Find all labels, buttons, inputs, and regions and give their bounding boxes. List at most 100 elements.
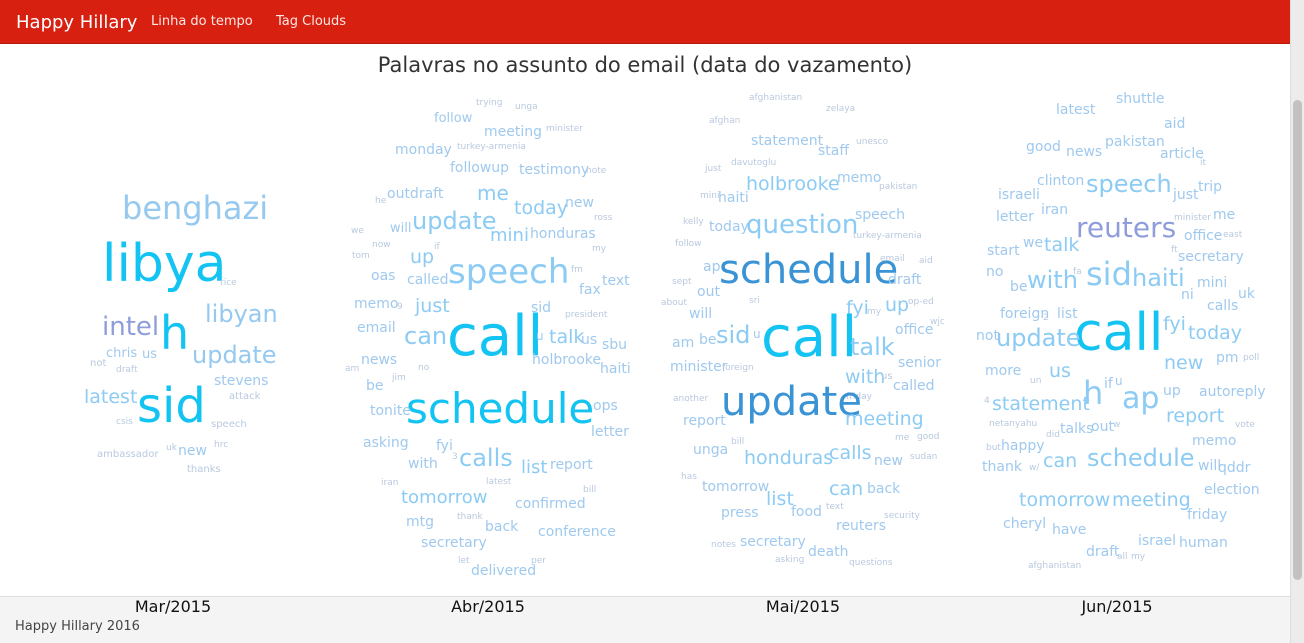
cloud-word[interactable]: conference [538, 524, 616, 540]
cloud-word[interactable]: haiti [600, 361, 631, 377]
cloud-word[interactable]: u [1115, 374, 1123, 388]
cloud-word[interactable]: speech [855, 207, 905, 223]
cloud-word[interactable]: oas [371, 268, 396, 284]
cloud-word[interactable]: iran [1041, 202, 1069, 218]
cloud-word[interactable]: shuttle [1116, 91, 1165, 107]
cloud-word[interactable]: op-ed [908, 297, 934, 307]
cloud-word[interactable]: h [160, 306, 190, 360]
cloud-word[interactable]: update [721, 379, 862, 425]
cloud-word[interactable]: meeting [845, 408, 924, 430]
cloud-word[interactable]: me [895, 433, 910, 443]
cloud-word[interactable]: be [699, 332, 717, 348]
cloud-word[interactable]: my [1131, 552, 1146, 562]
cloud-word[interactable]: not [976, 328, 999, 344]
cloud-word[interactable]: libya [102, 234, 227, 294]
cloud-word[interactable]: no [418, 363, 430, 373]
cloud-word[interactable]: questions [849, 558, 893, 568]
cloud-word[interactable]: be [366, 378, 384, 394]
cloud-word[interactable]: calls [1207, 298, 1239, 314]
cloud-word[interactable]: ops [593, 398, 618, 414]
cloud-word[interactable]: tonite [370, 403, 411, 419]
cloud-word[interactable]: just [705, 164, 722, 174]
cloud-word[interactable]: will [390, 221, 412, 236]
cloud-word[interactable]: will [689, 306, 713, 322]
cloud-word[interactable]: me [477, 181, 509, 205]
vertical-scrollbar[interactable] [1290, 0, 1304, 643]
cloud-word[interactable]: mini [1197, 275, 1228, 291]
cloud-word[interactable]: sbu [602, 337, 628, 353]
cloud-word[interactable]: confirmed [515, 496, 586, 512]
cloud-word[interactable]: he [375, 196, 387, 206]
cloud-word[interactable]: aid [919, 256, 933, 266]
cloud-word[interactable]: honduras [744, 447, 834, 469]
cloud-word[interactable]: report [550, 457, 593, 473]
cloud-word[interactable]: calls [829, 442, 872, 464]
cloud-word[interactable]: today [1188, 322, 1243, 344]
cloud-word[interactable]: kelly [683, 217, 704, 227]
cloud-word[interactable]: latest [1056, 102, 1096, 118]
cloud-word[interactable]: calls [459, 444, 513, 472]
cloud-word[interactable]: call [1074, 303, 1164, 363]
cloud-word[interactable]: follow [434, 111, 473, 126]
cloud-word[interactable]: office [1184, 228, 1223, 244]
cloud-word[interactable]: email [357, 320, 396, 336]
cloud-word[interactable]: did [1046, 430, 1060, 440]
cloud-word[interactable]: back [867, 481, 901, 497]
cloud-word[interactable]: tomorrow [1019, 489, 1111, 511]
cloud-word[interactable]: update [192, 341, 277, 369]
cloud-word[interactable]: monday [395, 142, 452, 158]
cloud-word[interactable]: outdraft [387, 186, 444, 202]
cloud-word[interactable]: us [1049, 360, 1071, 382]
cloud-word[interactable]: letter [996, 209, 1034, 225]
cloud-word[interactable]: talks [1060, 421, 1094, 437]
cloud-word[interactable]: 4 [984, 396, 990, 406]
cloud-word[interactable]: w [1113, 420, 1121, 430]
cloud-word[interactable]: new [1164, 352, 1204, 374]
cloud-word[interactable]: with [1027, 266, 1078, 294]
cloud-word[interactable]: with [845, 366, 886, 388]
cloud-word[interactable]: can [1043, 450, 1078, 472]
cloud-word[interactable]: back [485, 519, 519, 535]
cloud-word[interactable]: draft [116, 365, 138, 375]
cloud-word[interactable]: us [581, 332, 598, 348]
cloud-word[interactable]: memo [837, 170, 882, 186]
cloud-word[interactable]: honduras [530, 226, 596, 242]
cloud-word[interactable]: question [746, 210, 859, 240]
cloud-word[interactable]: more [985, 363, 1022, 379]
cloud-word[interactable]: president [565, 310, 608, 320]
cloud-word[interactable]: can [404, 322, 448, 350]
cloud-word[interactable]: friday [846, 392, 872, 402]
cloud-word[interactable]: email [880, 254, 905, 264]
cloud-word[interactable]: fyi [436, 438, 453, 454]
cloud-word[interactable]: tomorrow [702, 479, 770, 495]
cloud-word[interactable]: ni [1181, 287, 1194, 303]
cloud-word[interactable]: thank [982, 459, 1022, 475]
cloud-word[interactable]: wjc [930, 317, 945, 327]
cloud-word[interactable]: up [885, 294, 910, 316]
cloud-word[interactable]: office [895, 322, 934, 338]
cloud-word[interactable]: out [1091, 419, 1114, 435]
cloud-word[interactable]: just [1173, 187, 1199, 203]
cloud-word[interactable]: east [1223, 230, 1243, 240]
cloud-word[interactable]: call [761, 305, 858, 370]
cloud-word[interactable]: fa [1073, 267, 1082, 277]
cloud-word[interactable]: fax [579, 282, 601, 298]
cloud-word[interactable]: libyan [205, 300, 278, 328]
cloud-word[interactable]: follow [675, 239, 702, 249]
cloud-word[interactable]: election [1204, 482, 1260, 498]
cloud-word[interactable]: thanks [187, 464, 221, 475]
cloud-word[interactable]: israel [1138, 533, 1177, 549]
cloud-word[interactable]: press [721, 505, 759, 521]
cloud-word[interactable]: am [672, 335, 695, 351]
cloud-word[interactable]: call [447, 304, 544, 369]
cloud-word[interactable]: fm [571, 265, 583, 275]
cloud-word[interactable]: aid [1164, 116, 1186, 132]
cloud-word[interactable]: article [1160, 146, 1204, 162]
brand-link[interactable]: Happy Hillary [16, 12, 138, 33]
cloud-word[interactable]: hrc [214, 440, 229, 450]
cloud-word[interactable]: now [372, 240, 391, 250]
cloud-word[interactable]: text [826, 502, 844, 512]
cloud-word[interactable]: statement [992, 393, 1090, 415]
cloud-word[interactable]: staff [818, 143, 850, 159]
cloud-word[interactable]: draft [1086, 544, 1120, 560]
